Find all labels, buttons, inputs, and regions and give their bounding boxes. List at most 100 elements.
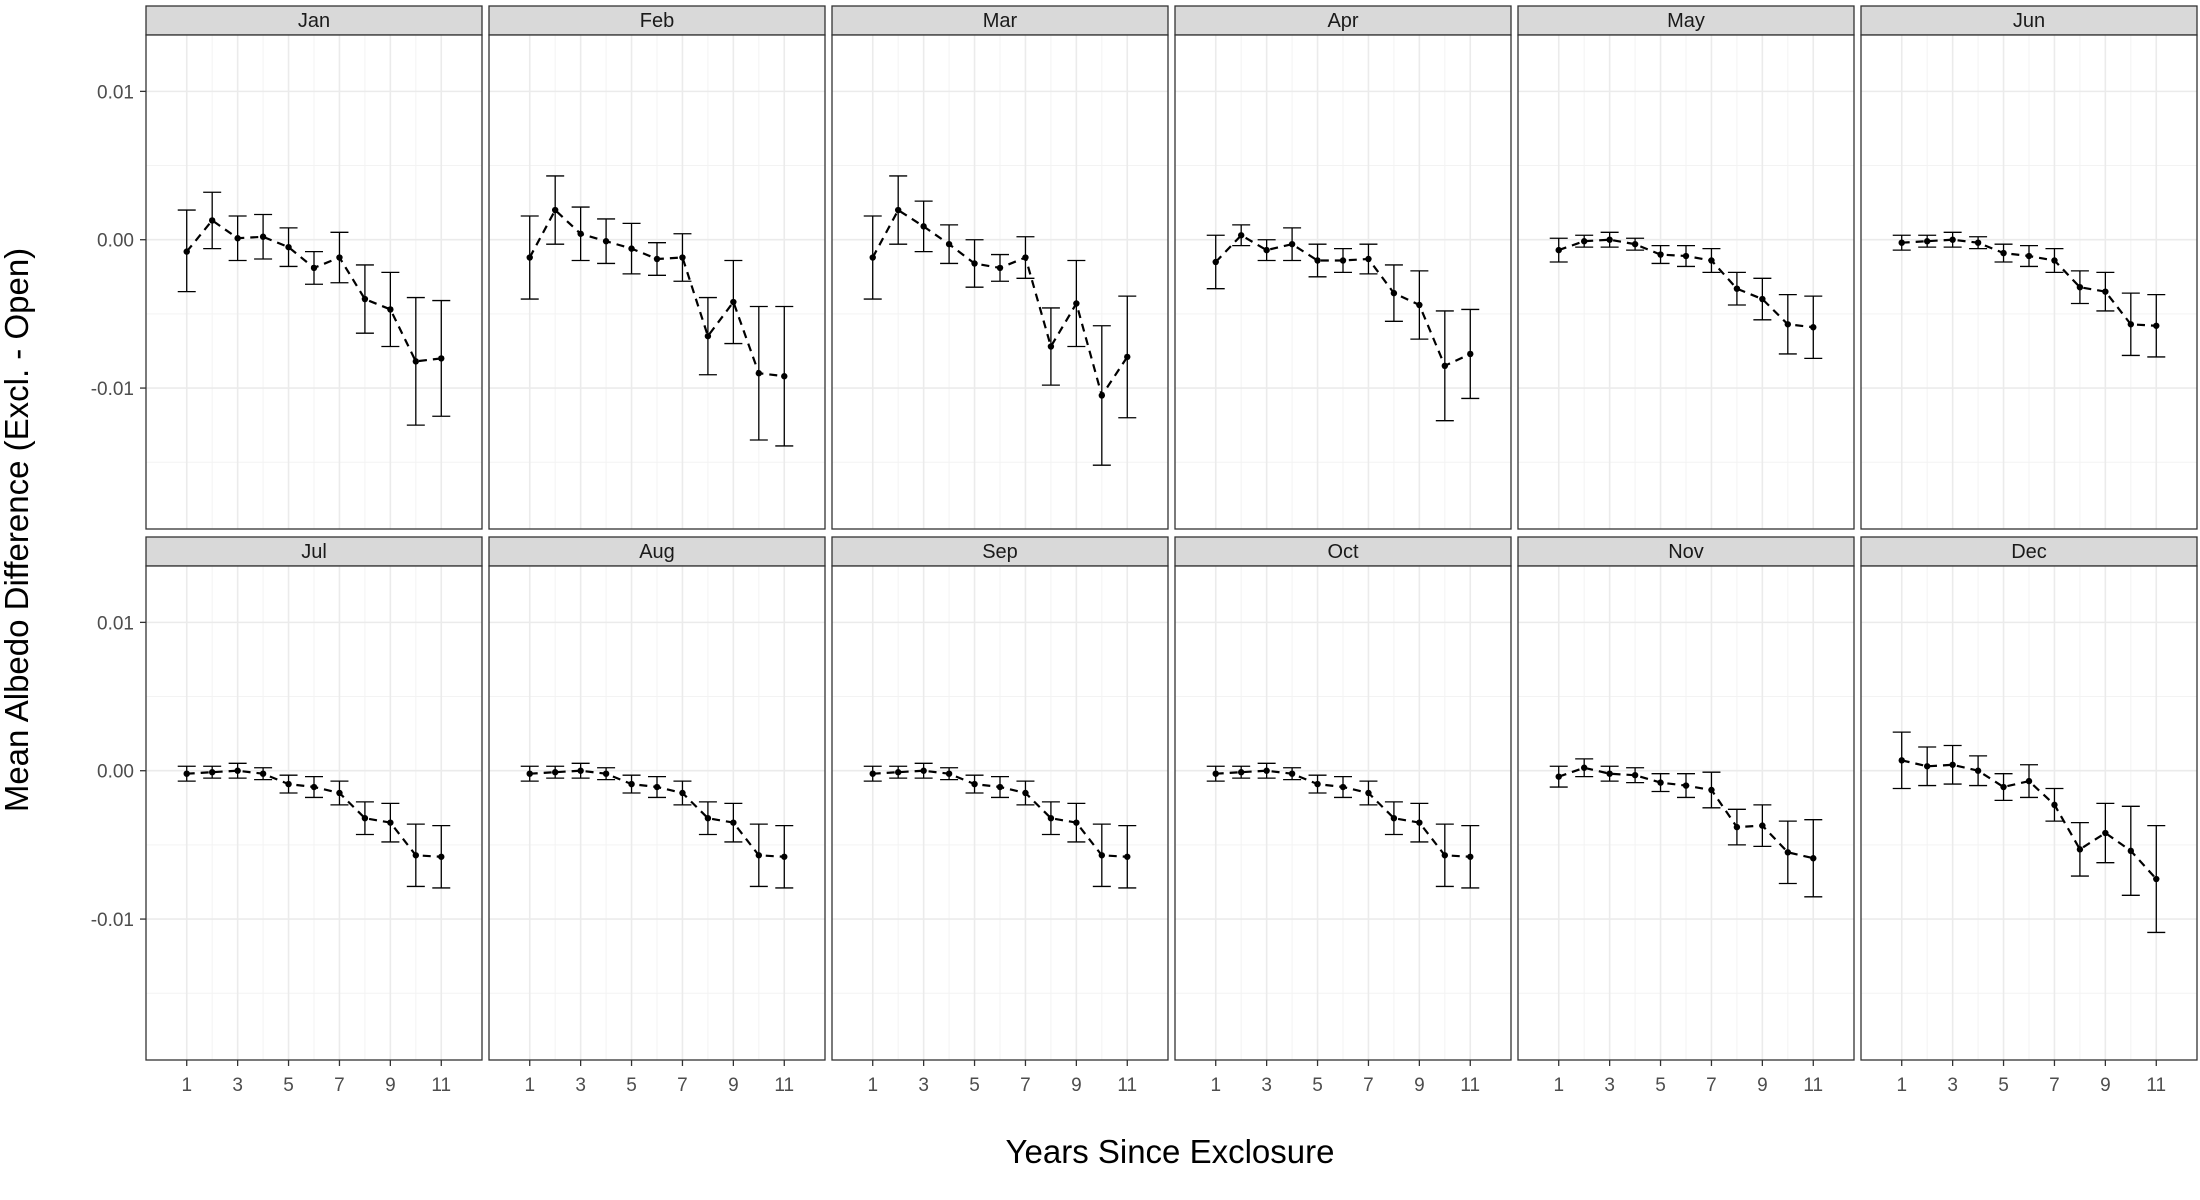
data-point [781,853,788,860]
data-point [869,254,876,261]
data-point [310,783,318,791]
data-point [1212,770,1219,777]
data-point [869,770,876,777]
x-tick-label: 5 [1655,1075,1666,1096]
data-point [183,770,190,777]
y-tick-label: 0.00 [97,762,134,783]
data-point [526,254,533,261]
data-point [1416,819,1423,826]
x-axis-title: Years Since Exclosure [1006,1133,1335,1170]
data-point [1810,324,1817,331]
x-tick-label: 11 [774,1075,794,1096]
data-point [628,780,635,788]
data-point [361,814,369,822]
x-tick-label: 1 [1896,1075,1907,1096]
x-tick-label: 11 [1117,1075,1137,1096]
data-point [1759,295,1766,303]
facet-strip [1860,536,2198,567]
panel-feb: Feb [488,5,826,530]
data-point [259,233,267,240]
x-tick-label: 9 [1071,1075,1082,1096]
panel-aug: Aug [488,536,826,1061]
data-point [1288,770,1296,777]
data-point [1733,823,1741,831]
data-point [1390,289,1398,297]
x-tick-label: 7 [1020,1075,1031,1096]
panel-jun: Jun [1860,5,2198,530]
facet-label: Aug [639,541,675,563]
data-point [781,373,788,380]
data-point [1124,353,1131,361]
x-tick-label: 1 [181,1075,192,1096]
facet-label: Jul [301,541,327,563]
panel-apr: Apr [1174,5,1512,530]
data-point [602,238,610,245]
x-tick-label: 3 [918,1075,929,1096]
data-point [971,260,978,267]
data-point [1708,257,1715,264]
y-tick-label: 0.01 [97,613,134,634]
data-point [234,235,241,242]
data-point [1555,773,1562,780]
panel-may: May [1517,5,1855,530]
data-point [577,767,584,774]
data-point [438,853,445,860]
panel-border [1517,34,1855,530]
data-point [2076,846,2084,853]
data-point [894,206,902,214]
facet-label: Oct [1327,541,1359,563]
panel-sep: Sep [831,536,1169,1061]
data-point [1047,814,1055,822]
panel-dec: Dec [1860,536,2198,1061]
data-point [438,355,445,362]
data-point [183,248,190,255]
facet-label: Jun [2013,10,2045,32]
x-tick-label: 3 [1947,1075,1958,1096]
data-point [2000,249,2007,257]
data-point [2025,252,2033,260]
data-point [412,852,420,859]
data-point [920,767,927,774]
data-point [1708,786,1715,794]
x-tick-label: 7 [2049,1075,2060,1096]
x-tick-label: 11 [431,1075,451,1096]
data-point [412,358,420,365]
data-point [234,767,241,774]
data-point [2102,288,2109,295]
facet-strip [1174,5,1512,36]
data-point [1733,285,1741,292]
x-tick-label: 5 [969,1075,980,1096]
data-point [1555,246,1562,254]
panel-oct: Oct [1174,536,1512,1061]
data-point [1682,252,1690,260]
panels-layer: Jan Feb Mar Apr May Jun Jul Aug Sep Oct Nov Dec [145,5,2198,1061]
data-point [259,770,267,777]
y-axes-layer: 0.01 0.00 -0.01 0.01 0.00 -0.01 [91,82,146,931]
data-point [730,819,737,826]
facet-label: Apr [1327,10,1358,32]
data-point [1073,300,1080,307]
data-point [704,814,712,822]
data-point [1580,238,1588,245]
data-point [2025,777,2033,785]
facet-strip [831,536,1169,567]
data-point [1759,822,1766,829]
data-point [1339,783,1347,791]
data-point [1974,239,1982,246]
panel-border [488,34,826,530]
data-point [1339,257,1347,264]
facet-strip [1517,5,1855,36]
data-point [336,789,343,797]
data-point [1124,853,1131,860]
data-point [653,255,661,263]
panel-border [145,565,483,1061]
data-point [755,852,763,859]
data-point [1416,301,1423,309]
data-point [387,819,394,826]
data-point [730,298,737,306]
data-point [1923,763,1931,770]
panel-jan: Jan [145,5,483,530]
data-point [285,780,292,788]
data-point [1784,321,1792,328]
